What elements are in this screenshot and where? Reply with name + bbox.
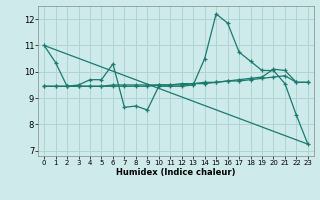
X-axis label: Humidex (Indice chaleur): Humidex (Indice chaleur) [116,168,236,177]
